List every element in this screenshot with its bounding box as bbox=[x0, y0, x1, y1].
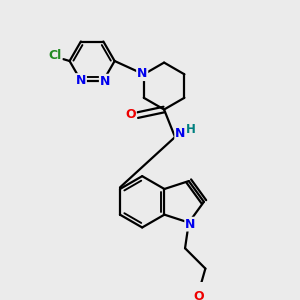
Text: N: N bbox=[100, 75, 110, 88]
Text: H: H bbox=[186, 123, 196, 136]
Text: N: N bbox=[76, 74, 86, 87]
Text: N: N bbox=[137, 67, 147, 80]
Text: O: O bbox=[125, 108, 136, 121]
Text: Cl: Cl bbox=[48, 49, 62, 62]
Text: N: N bbox=[185, 218, 196, 231]
Text: O: O bbox=[194, 290, 204, 300]
Text: N: N bbox=[175, 128, 185, 140]
